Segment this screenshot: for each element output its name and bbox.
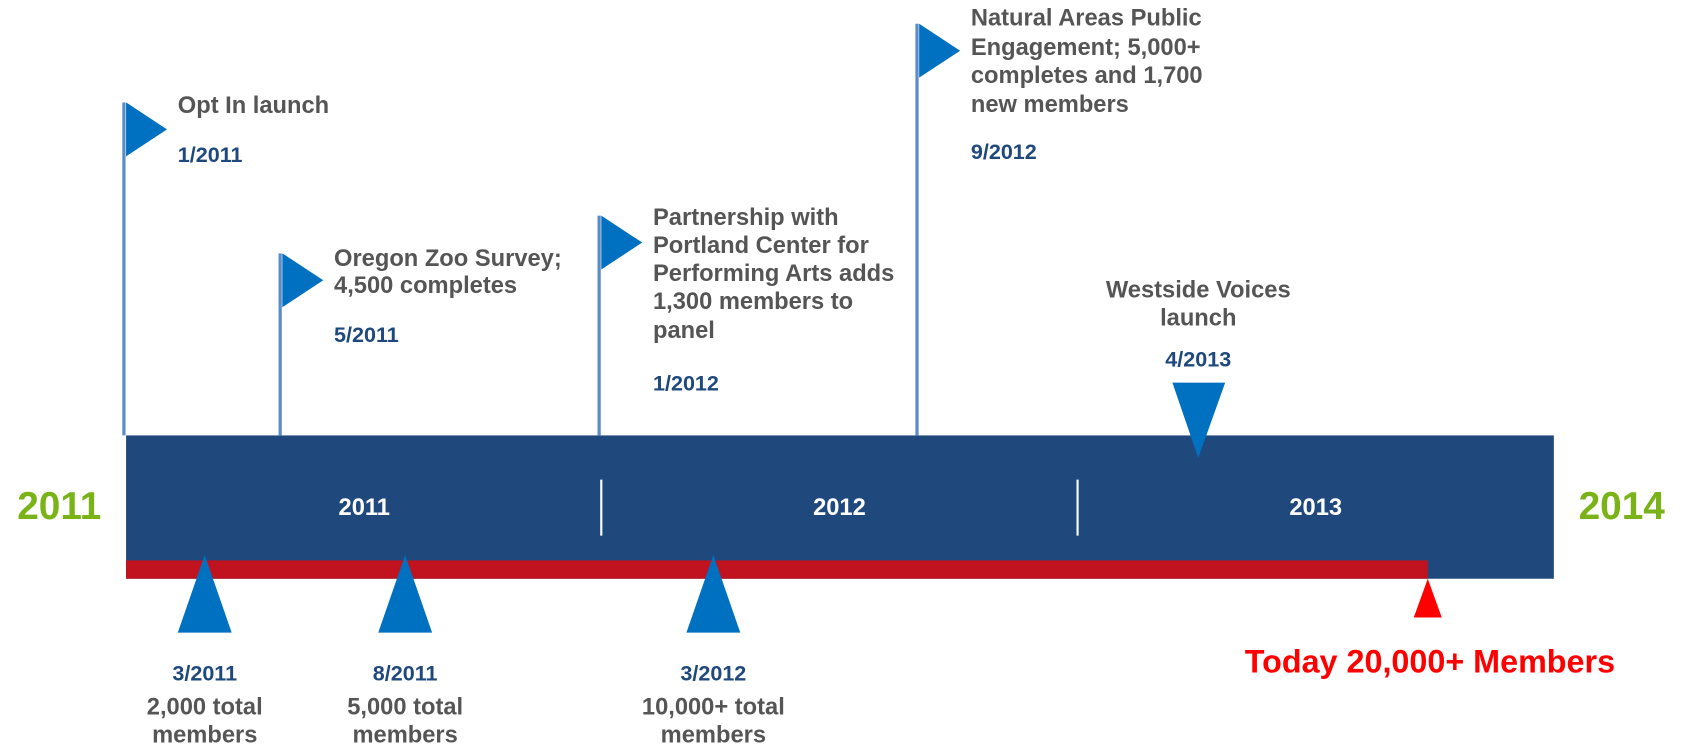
- event-text: completes and 1,700: [971, 63, 1203, 89]
- start-year: 2011: [17, 485, 101, 528]
- event-date: 9/2012: [971, 139, 1037, 164]
- milestone-text: members: [352, 722, 457, 748]
- event-date: 4/2013: [1165, 347, 1231, 372]
- milestone-marker: [177, 555, 232, 633]
- milestone-text: members: [152, 722, 257, 748]
- flag: [601, 215, 643, 270]
- bar-year: 2013: [1289, 495, 1342, 521]
- event-date: 1/2012: [653, 370, 719, 395]
- event-text: new members: [971, 92, 1129, 118]
- timeline-bar: [126, 435, 1554, 579]
- milestone-marker: [686, 555, 741, 633]
- bar-year: 2012: [813, 495, 866, 521]
- end-year: 2014: [1579, 485, 1666, 528]
- event-date: 5/2011: [334, 322, 399, 347]
- milestone-text: 5,000 total: [347, 694, 463, 720]
- bar-year: 2011: [339, 495, 390, 521]
- event-text: Performing Arts adds: [653, 261, 894, 287]
- milestone-text: 10,000+ total: [642, 694, 785, 720]
- progress-bar: [126, 560, 1428, 579]
- flag: [282, 253, 324, 308]
- event-text: Natural Areas Public: [971, 6, 1202, 32]
- milestone-date: 3/2011: [172, 660, 237, 685]
- today-marker: [1413, 578, 1442, 618]
- event-text: Portland Center for: [653, 233, 869, 259]
- event-text: Partnership with: [653, 205, 839, 231]
- event-text: panel: [653, 318, 715, 344]
- event-text: launch: [1160, 305, 1236, 331]
- milestone-date: 8/2011: [373, 660, 438, 685]
- event-text: Westside Voices: [1106, 277, 1291, 303]
- today-label: Today 20,000+ Members: [1245, 643, 1615, 679]
- flag: [126, 102, 168, 157]
- milestone-date: 3/2012: [680, 660, 746, 685]
- event-text: 1,300 members to: [653, 289, 853, 315]
- milestone-text: members: [661, 722, 766, 748]
- event-text: Opt In launch: [178, 93, 329, 119]
- event-date: 1/2011: [178, 142, 243, 167]
- milestone-marker: [378, 555, 433, 633]
- event-marker: [1172, 382, 1226, 459]
- flag: [919, 23, 961, 78]
- event-text: Engagement; 5,000+: [971, 35, 1201, 61]
- event-text: 4,500 completes: [334, 273, 517, 299]
- milestone-text: 2,000 total: [147, 694, 263, 720]
- event-text: Oregon Zoo Survey;: [334, 246, 562, 272]
